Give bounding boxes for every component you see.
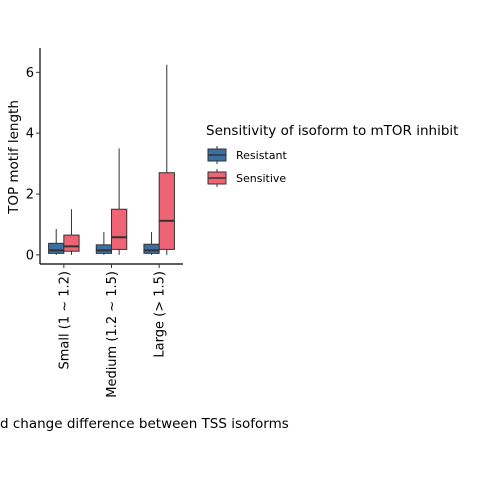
legend-label-sensitive: Sensitive	[236, 172, 286, 185]
legend-label-resistant: Resistant	[236, 149, 287, 162]
box-sensitive-1-box	[63, 234, 80, 252]
box-sensitive-2-box	[111, 208, 128, 250]
box-resistant-3-box	[143, 243, 160, 254]
x-tick-label-2: Medium (1.2 ~ 1.5)	[105, 271, 120, 398]
x-axis-title: d change difference between TSS isoforms	[0, 416, 289, 432]
box-resistant-2-box	[95, 244, 112, 254]
box-group-3	[143, 64, 175, 255]
y-tick-label-4: 4	[26, 127, 34, 142]
y-tick-label-2: 2	[26, 188, 34, 203]
x-tick-label-1: Small (1 ~ 1.2)	[57, 271, 72, 369]
y-tick-label-0: 0	[26, 248, 34, 263]
legend-item-resistant: Resistant	[207, 146, 287, 164]
plot-area	[48, 64, 175, 255]
legend-title: Sensitivity of isoform to mTOR inhibit	[206, 123, 458, 139]
box-group-2	[95, 148, 128, 255]
x-tick-label-3: Large (> 1.5)	[153, 271, 168, 358]
box-resistant-1-box	[48, 242, 65, 254]
legend: Sensitivity of isoform to mTOR inhibit R…	[206, 123, 458, 187]
legend-item-sensitive: Sensitive	[207, 169, 286, 187]
box-sensitive-3-box	[158, 172, 175, 250]
y-axis-title: TOP motif length	[6, 100, 22, 215]
box-group-1	[48, 209, 80, 255]
x-axis: Small (1 ~ 1.2) Medium (1.2 ~ 1.5) Large (…	[40, 263, 183, 398]
y-tick-label-6: 6	[26, 66, 34, 81]
y-axis: 0 2 4 6	[26, 48, 41, 264]
